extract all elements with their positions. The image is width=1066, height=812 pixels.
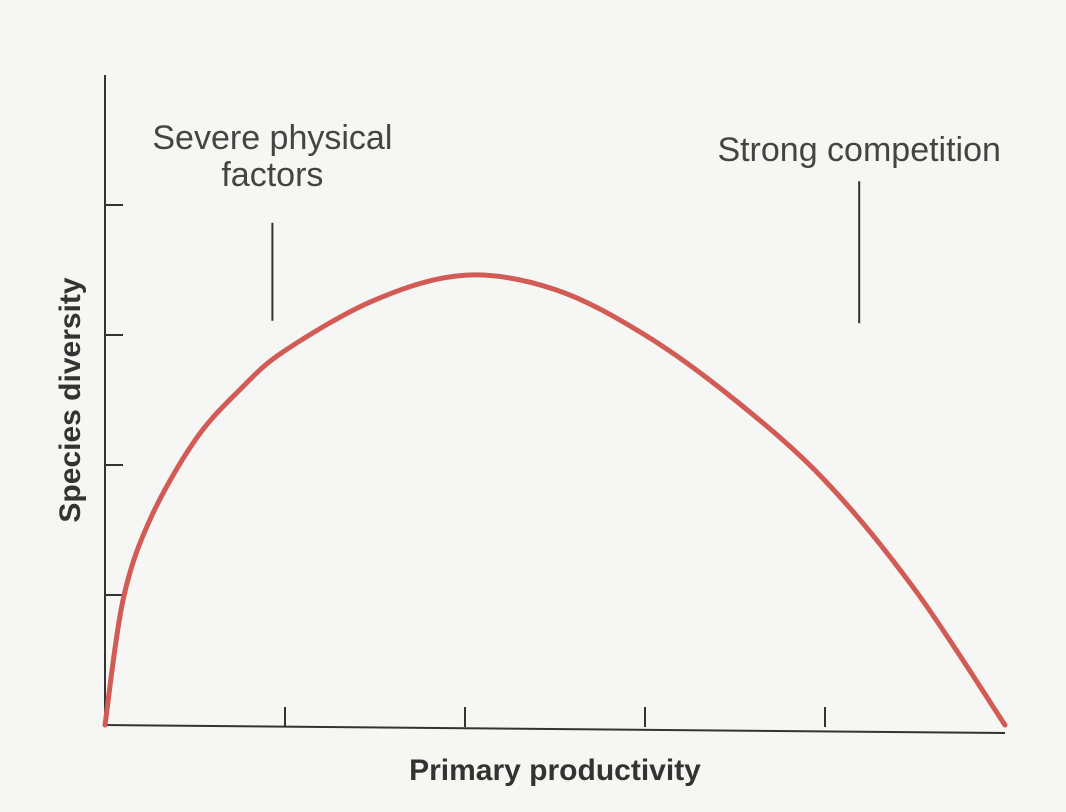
curve <box>102 272 1008 728</box>
x-axis-title: Primary productivity <box>409 754 701 787</box>
y-axis-title: Species diversity <box>54 277 87 522</box>
annotation: Severe physical factors <box>152 119 393 195</box>
x-axis <box>104 724 1006 734</box>
annotation: Strong competition <box>717 131 1001 169</box>
